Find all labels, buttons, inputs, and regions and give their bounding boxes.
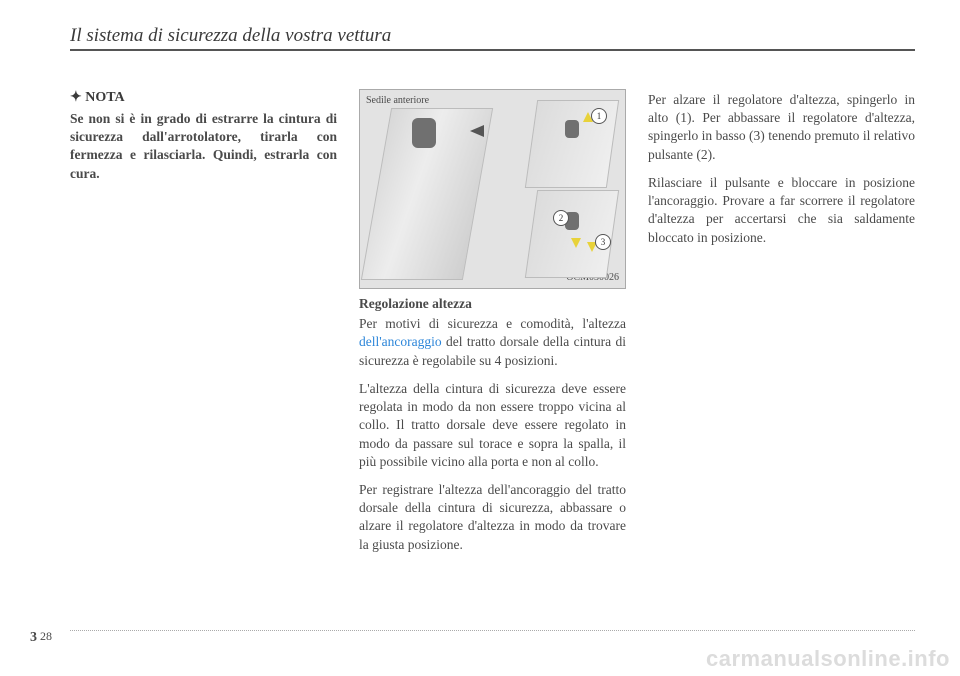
callout-1: 1 — [591, 108, 607, 124]
col2-p1a: Per motivi di sicurezza e comodità, l'al… — [359, 316, 626, 331]
subheading: Regolazione altezza — [359, 295, 626, 313]
arrow-down-icon-1 — [571, 238, 581, 248]
nota-label: ✦ NOTA — [70, 89, 337, 108]
pointer-line — [470, 125, 484, 137]
callout-3: 3 — [595, 234, 611, 250]
dotted-rule — [70, 630, 915, 631]
content-columns: ✦ NOTA Se non si è in grado di estrarre … — [70, 89, 915, 564]
anchor-main — [412, 118, 436, 148]
page-number: 328 — [30, 629, 52, 646]
seatbelt-anchor-figure: Sedile anteriore OCM030026 1 2 3 — [359, 89, 626, 289]
col2-p2: L'altezza della cintura di sicurezza dev… — [359, 380, 626, 471]
chapter-number: 3 — [30, 630, 37, 645]
column-3: Per alzare il regolatore d'altezza, spin… — [648, 89, 915, 564]
header-title: Il sistema di sicurezza della vostra vet… — [70, 25, 915, 47]
col3-p1: Per alzare il regolatore d'altezza, spin… — [648, 91, 915, 164]
col3-p2: Rilasciare il pulsante e bloccare in pos… — [648, 174, 915, 247]
callout-2: 2 — [553, 210, 569, 226]
watermark-inline: dell'ancoraggio — [359, 334, 442, 349]
figure-top-label: Sedile anteriore — [366, 94, 429, 108]
column-2: Sedile anteriore OCM030026 1 2 3 Regolaz… — [359, 89, 626, 564]
page-number-value: 28 — [40, 629, 52, 643]
bottom-watermark: carmanualsonline.info — [696, 642, 960, 676]
column-1: ✦ NOTA Se non si è in grado di estrarre … — [70, 89, 337, 564]
nota-body: Se non si è in grado di estrarre la cint… — [70, 110, 337, 183]
col2-p1: Per motivi di sicurezza e comodità, l'al… — [359, 315, 626, 370]
manual-page: Il sistema di sicurezza della vostra vet… — [0, 0, 960, 676]
anchor-small-1 — [565, 120, 579, 138]
col2-p3: Per registrare l'altezza dell'ancoraggio… — [359, 481, 626, 554]
header-rule — [70, 49, 915, 51]
